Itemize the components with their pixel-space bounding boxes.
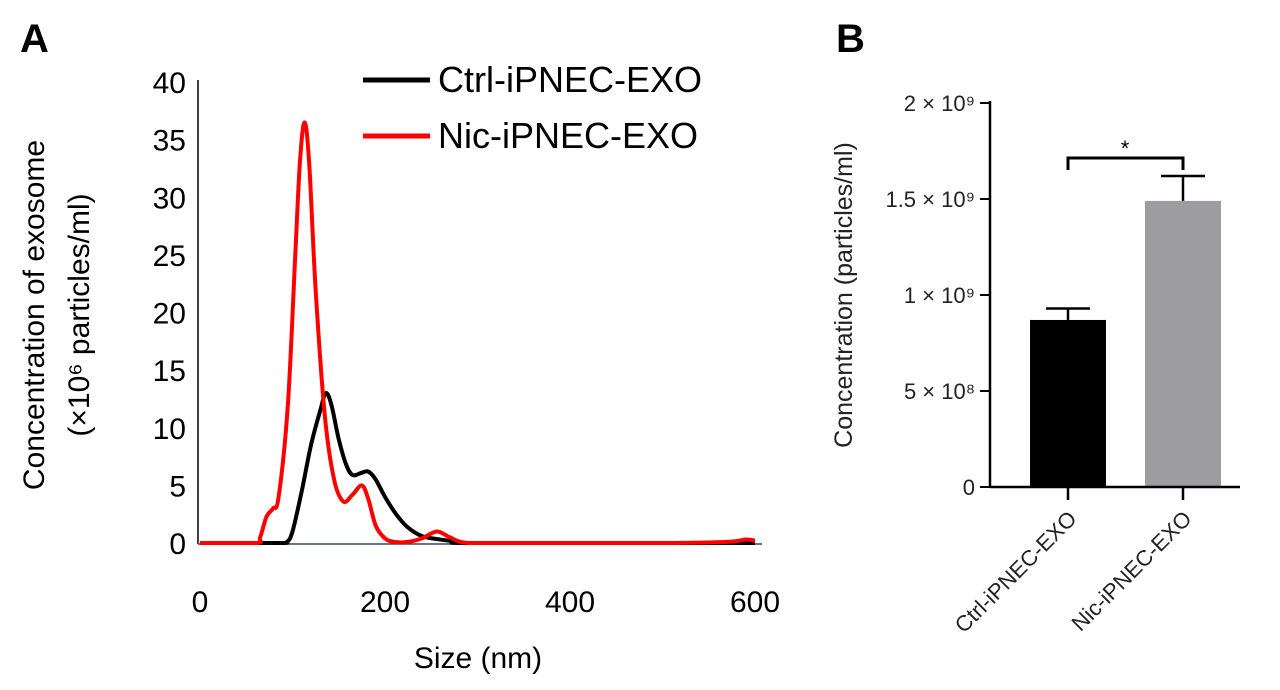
y-tick-label-b: 5 × 10⁸ bbox=[904, 379, 975, 404]
y-tick-label-a: 20 bbox=[153, 298, 186, 331]
x-tick-label-a: 0 bbox=[192, 586, 209, 619]
y-tick-label-a: 10 bbox=[153, 413, 186, 446]
y-axis-label-b: Concentration (particles/ml) bbox=[830, 142, 858, 448]
y-tick-label-a: 25 bbox=[153, 240, 186, 273]
significance-bracket bbox=[1066, 156, 1185, 170]
significance-marker: * bbox=[1121, 136, 1130, 161]
y-tick-label-a: 30 bbox=[153, 182, 186, 215]
panel-label-a: A bbox=[20, 17, 49, 61]
x-tick-label-a: 200 bbox=[360, 586, 410, 619]
y-tick-label-b: 2 × 10⁹ bbox=[904, 91, 975, 116]
y-axis-label-a-line2: (×10⁶ particles/ml) bbox=[63, 193, 96, 436]
panel-label-b: B bbox=[836, 17, 865, 61]
y-tick-label-a: 0 bbox=[169, 528, 186, 561]
y-tick-label-b: 0 bbox=[963, 475, 975, 500]
x-tick-label-b: Ctrl-iPNEC-EXO bbox=[950, 506, 1082, 638]
y-tick-label-b: 1 × 10⁹ bbox=[904, 283, 975, 308]
panel-b: B Concentration (particles/ml) 0 5 × 10⁸ 1 ×… bbox=[830, 17, 1240, 638]
x-tick-label-a: 600 bbox=[730, 586, 780, 619]
x-axis-label-a: Size (nm) bbox=[414, 642, 542, 675]
y-tick-label-a: 5 bbox=[169, 470, 186, 503]
series-line-nic-ipnec-exo bbox=[199, 120, 756, 546]
legend-label: Ctrl-iPNEC-EXO bbox=[438, 59, 702, 100]
y-axis-label-a-line1: Concentration of exosome bbox=[18, 140, 51, 490]
bar-nic-ipnec-exo bbox=[1145, 200, 1221, 488]
y-tick-label-a: 15 bbox=[153, 355, 186, 388]
y-tick-label-a: 40 bbox=[153, 67, 186, 100]
legend-label: Nic-iPNEC-EXO bbox=[438, 115, 698, 156]
bar-ctrl-ipnec-exo bbox=[1030, 319, 1106, 487]
x-tick-label-b: Nic-iPNEC-EXO bbox=[1066, 506, 1196, 636]
y-tick-label-b: 1.5 × 10⁹ bbox=[885, 187, 975, 212]
series-line-ctrl-ipnec-exo bbox=[199, 391, 755, 546]
y-tick-label-a: 35 bbox=[153, 125, 186, 158]
x-tick-label-a: 400 bbox=[545, 586, 595, 619]
